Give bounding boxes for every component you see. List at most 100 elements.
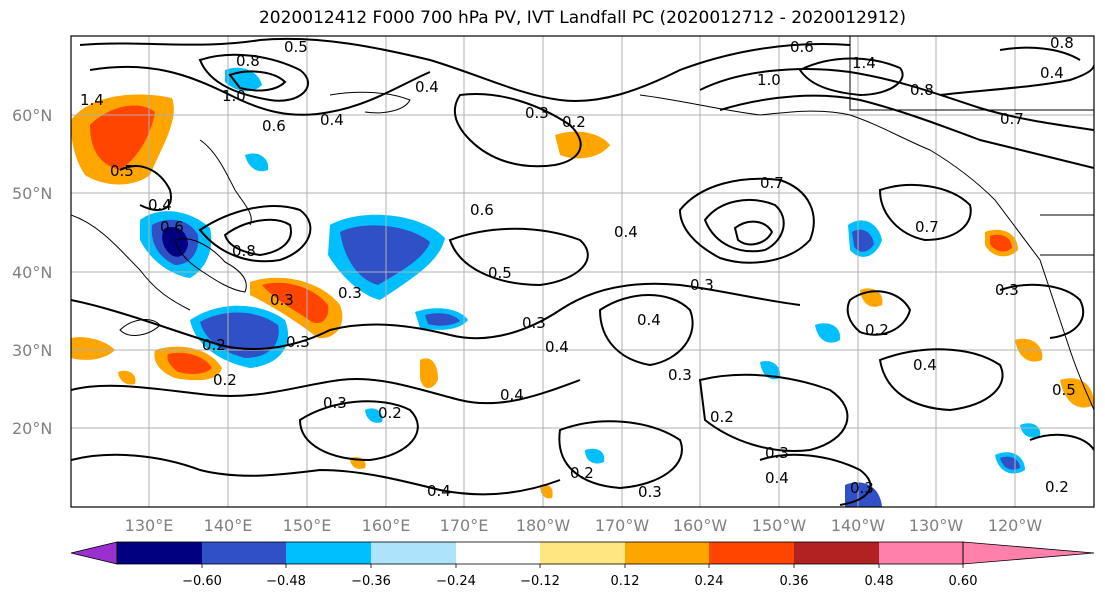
lon-label: 160°W bbox=[673, 516, 728, 535]
contour-label: 0.2 bbox=[710, 408, 734, 426]
anomaly-negative bbox=[340, 225, 430, 285]
contour-label: 0.4 bbox=[913, 356, 937, 374]
lon-label: 140°E bbox=[204, 516, 253, 535]
colorbar-segment bbox=[117, 542, 202, 564]
colorbar-extend-low bbox=[70, 541, 118, 565]
anomaly-positive bbox=[71, 337, 115, 360]
contour-label: 0.3 bbox=[286, 333, 310, 351]
lon-label: 150°W bbox=[752, 516, 807, 535]
contour-label: 0.3 bbox=[323, 394, 347, 412]
contour-label: 0.3 bbox=[995, 281, 1019, 299]
colorbar-tick-label: −0.12 bbox=[520, 574, 560, 589]
lon-label: 130°W bbox=[909, 516, 964, 535]
contour-labels: 0.5 0.8 1.0 0.4 0.6 0.4 0.3 0.2 0.6 1.0 … bbox=[80, 34, 1076, 501]
lon-label: 160°E bbox=[362, 516, 411, 535]
colorbar-tick-label: −0.48 bbox=[266, 574, 306, 589]
contour-label: 1.0 bbox=[757, 71, 781, 89]
anomaly-negative bbox=[245, 153, 269, 172]
contour-label: 0.4 bbox=[415, 78, 439, 96]
anomaly-positive bbox=[90, 105, 155, 170]
contour-label: 0.3 bbox=[638, 483, 662, 501]
contour-label: 0.5 bbox=[1052, 381, 1076, 399]
colorbar-tick-label: −0.60 bbox=[182, 574, 222, 589]
contour-label: 0.4 bbox=[765, 469, 789, 487]
contour-label: 0.2 bbox=[378, 404, 402, 422]
contour-label: 0.7 bbox=[915, 218, 939, 236]
lat-axis: 60°N 50°N 40°N 30°N 20°N bbox=[12, 106, 52, 438]
contour-label: 0.5 bbox=[110, 162, 134, 180]
contour-label: 0.6 bbox=[790, 38, 814, 56]
contour-label: 0.2 bbox=[1045, 478, 1069, 496]
anomaly-negative bbox=[815, 323, 841, 343]
contour-label: 0.4 bbox=[500, 386, 524, 404]
contour-label: 1.4 bbox=[852, 54, 876, 72]
contour-label: 0.5 bbox=[284, 38, 308, 56]
contour-label: 0.4 bbox=[545, 338, 569, 356]
contour-label: 0.3 bbox=[765, 444, 789, 462]
colorbar: −0.60 −0.48 −0.36 −0.24 −0.12 0.12 0.24 … bbox=[70, 541, 1095, 589]
anomaly-positive bbox=[555, 131, 610, 159]
colorbar-segment bbox=[202, 542, 286, 564]
contour-label: 0.8 bbox=[232, 242, 256, 260]
anomaly-negative bbox=[200, 312, 279, 358]
colorbar-tick-label: 0.60 bbox=[949, 574, 978, 589]
contour-label: 0.4 bbox=[148, 196, 172, 214]
contour-label: 0.3 bbox=[850, 479, 874, 497]
contour-label: 0.3 bbox=[338, 284, 362, 302]
contour-label: 0.8 bbox=[910, 81, 934, 99]
lat-label: 40°N bbox=[12, 263, 52, 282]
colorbar-tick-label: 0.12 bbox=[611, 574, 640, 589]
pv-contours bbox=[71, 37, 1094, 506]
colorbar-tick-label: 0.24 bbox=[695, 574, 724, 589]
colorbar-segment bbox=[456, 542, 540, 564]
lon-label: 150°E bbox=[283, 516, 332, 535]
colorbar-tick-label: −0.36 bbox=[351, 574, 391, 589]
lat-label: 20°N bbox=[12, 419, 52, 438]
contour-label: 0.6 bbox=[470, 201, 494, 219]
contour-label: 0.7 bbox=[760, 174, 784, 192]
colorbar-ticks bbox=[201, 564, 964, 568]
lat-label: 60°N bbox=[12, 106, 52, 125]
contour-label: 0.3 bbox=[668, 366, 692, 384]
contour-label: 0.2 bbox=[213, 371, 237, 389]
colorbar-segment bbox=[794, 542, 879, 564]
map-border bbox=[70, 35, 1095, 508]
contour-label: 0.8 bbox=[1050, 34, 1074, 52]
contour-label: 0.4 bbox=[320, 111, 344, 129]
contour-label: 0.5 bbox=[488, 264, 512, 282]
contour-label: 0.3 bbox=[270, 291, 294, 309]
contour-label: 0.2 bbox=[570, 464, 594, 482]
contour-label: 1.0 bbox=[222, 87, 246, 105]
contour-label: 0.4 bbox=[637, 311, 661, 329]
contour-label: 0.2 bbox=[562, 113, 586, 131]
coastlines bbox=[71, 36, 1094, 411]
contour-label: 0.6 bbox=[160, 218, 184, 236]
lon-label: 180°W bbox=[516, 516, 571, 535]
anomaly-positive bbox=[990, 234, 1012, 252]
anomaly-positive bbox=[262, 282, 329, 324]
colorbar-segment bbox=[371, 542, 456, 564]
colorbar-segment bbox=[286, 542, 371, 564]
contour-label: 0.7 bbox=[1000, 110, 1024, 128]
colorbar-segment bbox=[879, 542, 963, 564]
anomaly-negative bbox=[585, 448, 605, 464]
contour-label: 0.4 bbox=[427, 482, 451, 500]
colorbar-segment bbox=[709, 542, 794, 564]
anomaly-positive bbox=[1060, 378, 1094, 408]
colorbar-tick-label: −0.24 bbox=[436, 574, 476, 589]
colorbar-segment bbox=[540, 542, 625, 564]
contour-label: 0.6 bbox=[262, 117, 286, 135]
contour-label: 0.2 bbox=[865, 321, 889, 339]
anomaly-negative bbox=[425, 313, 460, 326]
contour-label: 0.3 bbox=[690, 276, 714, 294]
colorbar-segment bbox=[625, 542, 709, 564]
anomaly-negative bbox=[1020, 423, 1041, 438]
contour-label: 0.8 bbox=[236, 52, 260, 70]
anomaly-positive bbox=[420, 358, 438, 389]
colorbar-tick-label: 0.48 bbox=[865, 574, 894, 589]
anomaly-negative bbox=[365, 408, 383, 423]
lat-label: 30°N bbox=[12, 341, 52, 360]
contour-label: 0.3 bbox=[525, 104, 549, 122]
map-title: 2020012412 F000 700 hPa PV, IVT Landfall… bbox=[258, 8, 906, 28]
